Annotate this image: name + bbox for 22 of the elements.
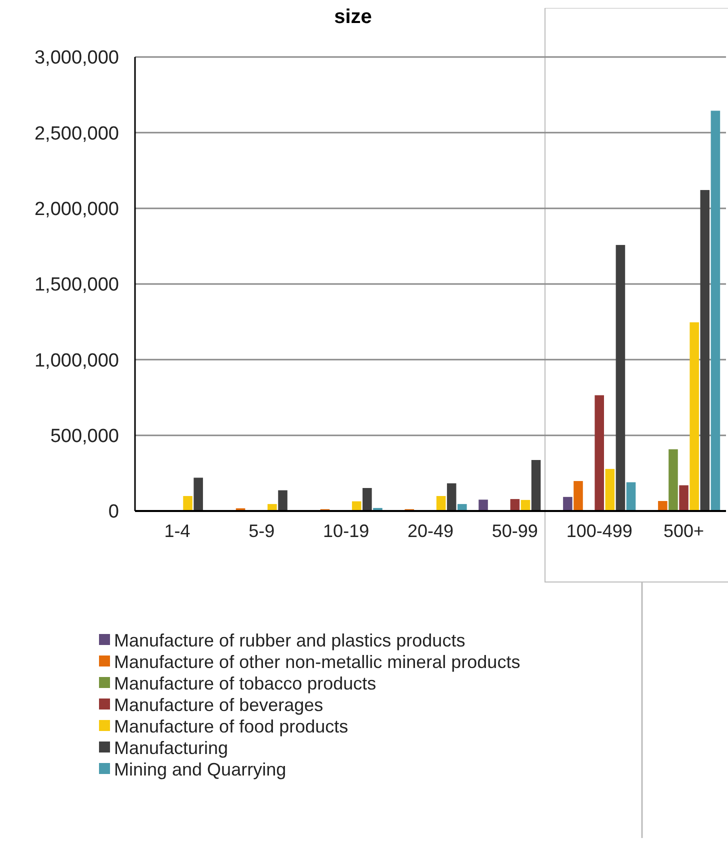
legend-label: Manufacture of food products: [114, 716, 348, 736]
legend-label: Mining and Quarrying: [114, 759, 286, 780]
x-tick-label: 5-9: [248, 521, 275, 541]
legend-label: Manufacturing: [114, 738, 228, 758]
x-tick-label: 50-99: [492, 521, 538, 541]
y-tick-label: 0: [108, 502, 119, 523]
x-tick-label: 10-19: [323, 521, 370, 541]
y-tick-label: 3,000,000: [34, 48, 119, 69]
legend-label: Manufacture of beverages: [114, 694, 324, 715]
chart-title: size: [334, 6, 372, 28]
y-tick-label: 500,000: [50, 426, 119, 447]
y-tick-label: 2,000,000: [34, 198, 119, 220]
x-tick-label: 20-49: [407, 521, 454, 541]
y-tick-label: 1,000,000: [34, 350, 119, 372]
y-tick-label: 2,500,000: [34, 123, 119, 144]
x-tick-label: 100-499: [566, 521, 632, 541]
x-tick-label: 1-4: [164, 521, 190, 541]
y-tick-label: 1,500,000: [34, 274, 119, 296]
x-tick-label: 500+: [664, 521, 704, 541]
legend-label: Manufacture of rubber and plastics products: [114, 630, 466, 650]
legend-label: Manufacture of tobacco products: [114, 673, 376, 694]
legend-label: Manufacture of other non-metallic mineral products: [114, 652, 520, 672]
